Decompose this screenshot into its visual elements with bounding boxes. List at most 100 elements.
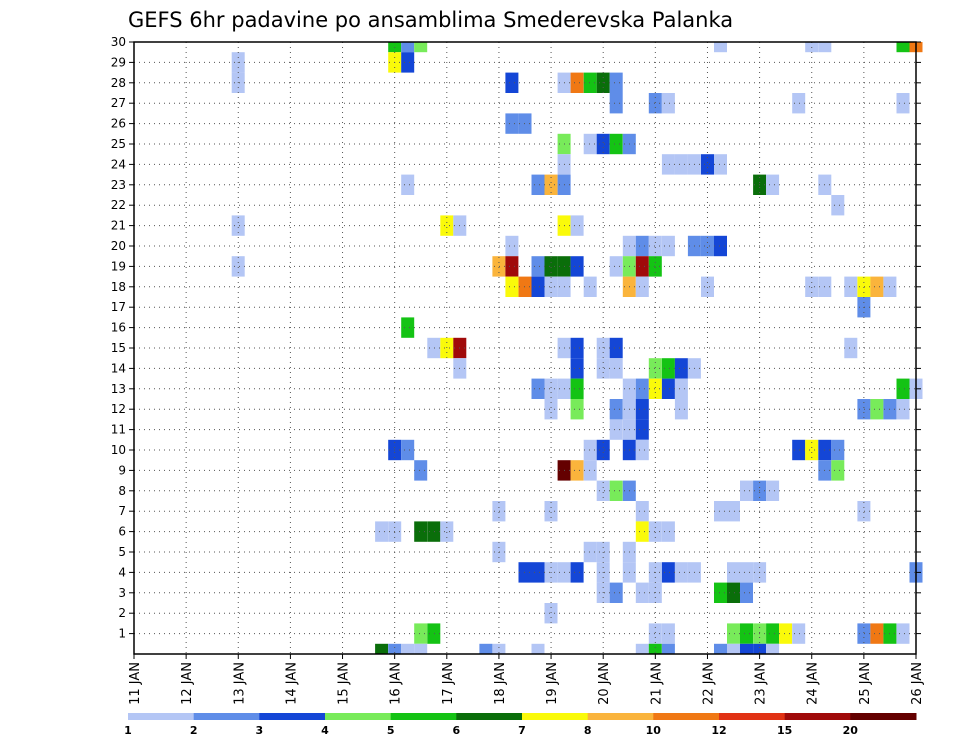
legend-label: 3 (255, 724, 263, 737)
heatmap-cell (844, 337, 858, 359)
heatmap-cell (740, 643, 753, 654)
heatmap-cell (727, 582, 740, 603)
heatmap-cell (531, 256, 545, 277)
x-tick-label: 12 JAN (180, 662, 195, 705)
heatmap-cell (609, 419, 623, 440)
heatmap-cell (635, 235, 649, 257)
heatmap-cell (544, 399, 558, 420)
legend-color-swatch (456, 713, 523, 720)
heatmap-cell (531, 378, 545, 399)
heatmap-cell (505, 235, 519, 257)
heatmap-cell (766, 623, 780, 644)
heatmap-cell (701, 276, 714, 297)
y-tick-label: 13 (111, 382, 126, 396)
legend-color-swatch (784, 713, 851, 720)
heatmap-cell (531, 562, 545, 583)
heatmap-cell (544, 256, 558, 277)
heatmap-cell (570, 378, 584, 399)
heatmap-cell (388, 643, 402, 654)
heatmap-cell (570, 358, 584, 379)
heatmap-cell (401, 643, 415, 654)
heatmap-cell (596, 480, 610, 501)
legend-label: 7 (518, 724, 526, 737)
y-tick-label: 4 (118, 565, 126, 579)
heatmap-cell (635, 521, 649, 542)
heatmap-cell (609, 93, 623, 114)
heatmap-cell (701, 154, 714, 175)
legend-color-swatch (653, 713, 720, 720)
heatmap-cell (635, 439, 649, 461)
heatmap-cell (414, 623, 428, 644)
heatmap-cell (805, 439, 819, 461)
heatmap-cell (648, 643, 662, 654)
y-tick-label: 6 (118, 525, 126, 539)
heatmap-cell (635, 419, 649, 440)
heatmap-cell (857, 399, 871, 420)
legend-label: 12 (711, 724, 726, 737)
heatmap-cell (570, 460, 584, 481)
legend-label: 20 (843, 724, 859, 737)
x-tick-label: 15 JAN (337, 662, 352, 705)
heatmap-cell (583, 72, 597, 93)
heatmap-cell (583, 460, 597, 481)
x-tick-label: 24 JAN (806, 662, 821, 705)
heatmap-cell (414, 521, 428, 542)
y-tick-label: 19 (111, 259, 126, 273)
legend-color-swatch (259, 713, 326, 720)
heatmap-cell (492, 643, 506, 654)
heatmap-cell (401, 174, 415, 195)
x-tick-label: 17 JAN (441, 662, 456, 705)
heatmap-cell (714, 42, 727, 53)
heatmap-cell (635, 501, 649, 522)
legend-color-swatch (325, 713, 392, 720)
x-tick-label: 14 JAN (284, 662, 299, 705)
heatmap-cell (531, 643, 545, 654)
heatmap-cell (401, 42, 415, 53)
heatmap-cell (727, 501, 740, 522)
heatmap-cell (505, 113, 519, 134)
heatmap-cell (674, 358, 688, 379)
heatmap-cell (844, 276, 858, 297)
y-tick-label: 9 (118, 463, 126, 477)
heatmap-cell (570, 72, 584, 93)
heatmap-cell (375, 521, 389, 542)
heatmap-cell (570, 215, 584, 236)
heatmap-cell (583, 276, 597, 297)
heatmap-cell (479, 643, 493, 654)
heatmap-cells (231, 42, 923, 654)
heatmap-cell (609, 399, 623, 420)
heatmap-cell (896, 93, 910, 114)
heatmap-cell (635, 582, 649, 603)
heatmap-cell (857, 623, 871, 644)
heatmap-cell (505, 72, 519, 93)
heatmap-cell (792, 93, 806, 114)
heatmap-cell (661, 358, 675, 379)
heatmap-cell (661, 378, 675, 399)
heatmap-cell (896, 623, 910, 644)
heatmap-cell (714, 582, 727, 603)
x-tick-label: 22 JAN (701, 662, 716, 705)
x-axis-ticks: 11 JAN 12 JAN 13 JAN 14 JAN 15 JAN 16 JAN 17 J… (128, 654, 925, 705)
heatmap-cell (648, 235, 662, 257)
heatmap-cell (401, 317, 415, 338)
heatmap-cell (648, 358, 662, 379)
heatmap-cell (753, 643, 767, 654)
y-tick-label: 14 (111, 361, 126, 375)
y-tick-label: 18 (111, 280, 126, 294)
legend-color-swatch (719, 713, 786, 720)
heatmap-cell (661, 154, 675, 175)
heatmap-cell (896, 42, 910, 53)
heatmap-cell (596, 439, 610, 461)
y-tick-label: 7 (118, 504, 126, 518)
heatmap-cell (401, 439, 415, 461)
heatmap-cell (609, 133, 623, 155)
y-tick-label: 21 (111, 219, 126, 233)
heatmap-cell (661, 521, 675, 542)
legend-label: 10 (646, 724, 662, 737)
heatmap-cell (596, 133, 610, 155)
heatmap-cell (831, 439, 845, 461)
heatmap-cell (231, 215, 245, 236)
heatmap-cell (727, 562, 740, 583)
heatmap-cell (544, 276, 558, 297)
